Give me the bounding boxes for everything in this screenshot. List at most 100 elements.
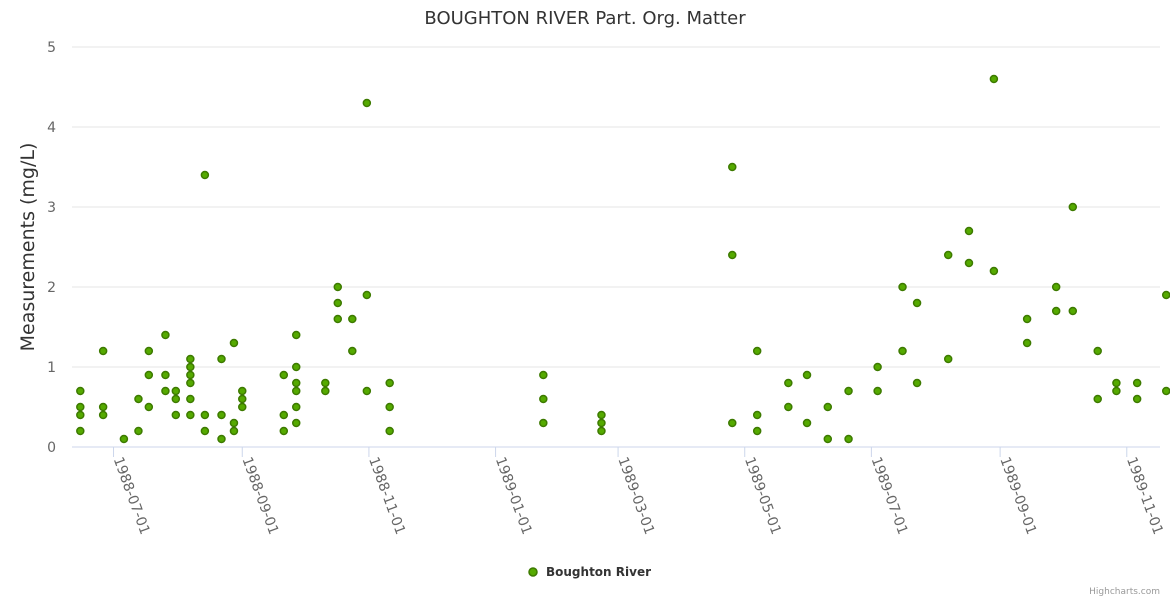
data-point[interactable] <box>291 362 301 372</box>
data-point[interactable] <box>802 370 812 380</box>
data-point[interactable] <box>385 378 394 388</box>
data-point[interactable] <box>898 282 907 292</box>
data-point[interactable] <box>597 418 606 428</box>
data-point[interactable] <box>333 298 343 308</box>
data-point[interactable] <box>1093 394 1102 404</box>
data-point[interactable] <box>844 386 853 396</box>
data-point[interactable] <box>76 426 85 436</box>
data-point[interactable] <box>1051 306 1061 316</box>
data-point[interactable] <box>144 402 154 412</box>
data-point[interactable] <box>752 410 762 420</box>
data-point[interactable] <box>291 402 301 412</box>
data-point[interactable] <box>912 378 922 388</box>
data-point[interactable] <box>597 410 606 420</box>
legend-marker[interactable] <box>528 567 538 577</box>
data-point[interactable] <box>728 250 737 260</box>
data-point[interactable] <box>964 258 974 268</box>
data-point[interactable] <box>1161 290 1170 300</box>
data-point[interactable] <box>186 394 195 404</box>
data-point[interactable] <box>823 402 833 412</box>
data-point[interactable] <box>200 170 210 180</box>
data-point[interactable] <box>597 426 606 436</box>
data-point[interactable] <box>144 346 154 356</box>
data-point[interactable] <box>291 330 301 340</box>
data-point[interactable] <box>134 394 143 404</box>
data-point[interactable] <box>362 98 372 108</box>
data-point[interactable] <box>898 346 907 356</box>
legend-label[interactable]: Boughton River <box>546 565 651 579</box>
data-point[interactable] <box>171 386 181 396</box>
data-point[interactable] <box>348 346 357 356</box>
data-point[interactable] <box>161 386 170 396</box>
data-point[interactable] <box>76 386 85 396</box>
data-point[interactable] <box>362 386 372 396</box>
data-point[interactable] <box>217 434 226 444</box>
data-point[interactable] <box>1093 346 1102 356</box>
data-point[interactable] <box>1022 314 1032 324</box>
data-point[interactable] <box>539 394 548 404</box>
data-point[interactable] <box>217 410 226 420</box>
data-point[interactable] <box>76 410 85 420</box>
data-point[interactable] <box>98 402 108 412</box>
data-point[interactable] <box>238 402 247 412</box>
data-point[interactable] <box>229 338 239 348</box>
data-point[interactable] <box>186 362 195 372</box>
data-point[interactable] <box>333 282 343 292</box>
data-point[interactable] <box>385 426 394 436</box>
data-point[interactable] <box>1161 386 1170 396</box>
data-point[interactable] <box>912 298 922 308</box>
credits-link[interactable]: Highcharts.com <box>1089 587 1160 597</box>
data-point[interactable] <box>1112 386 1121 396</box>
data-point[interactable] <box>200 426 210 436</box>
data-point[interactable] <box>144 370 154 380</box>
data-point[interactable] <box>784 402 793 412</box>
data-point[interactable] <box>943 250 953 260</box>
legend[interactable]: Boughton River <box>528 565 651 579</box>
data-point[interactable] <box>1068 306 1078 316</box>
data-point[interactable] <box>823 434 833 444</box>
data-point[interactable] <box>943 354 953 364</box>
data-point[interactable] <box>238 386 247 396</box>
data-point[interactable] <box>217 354 226 364</box>
data-point[interactable] <box>752 346 762 356</box>
data-point[interactable] <box>539 370 548 380</box>
data-point[interactable] <box>752 426 762 436</box>
data-point[interactable] <box>1068 202 1078 212</box>
data-point[interactable] <box>229 426 239 436</box>
data-point[interactable] <box>119 434 129 444</box>
data-point[interactable] <box>279 426 289 436</box>
data-point[interactable] <box>161 330 170 340</box>
data-point[interactable] <box>1132 378 1142 388</box>
data-point[interactable] <box>171 410 181 420</box>
data-point[interactable] <box>362 290 372 300</box>
data-point[interactable] <box>1022 338 1032 348</box>
data-point[interactable] <box>200 410 210 420</box>
data-point[interactable] <box>171 394 181 404</box>
data-point[interactable] <box>279 410 289 420</box>
data-point[interactable] <box>321 378 330 388</box>
data-point[interactable] <box>728 418 737 428</box>
data-point[interactable] <box>98 410 108 420</box>
data-point[interactable] <box>989 266 999 276</box>
data-point[interactable] <box>186 378 195 388</box>
data-point[interactable] <box>348 314 357 324</box>
data-point[interactable] <box>964 226 974 236</box>
data-point[interactable] <box>161 370 170 380</box>
data-point[interactable] <box>186 410 195 420</box>
data-point[interactable] <box>539 418 548 428</box>
data-point[interactable] <box>873 362 882 372</box>
data-point[interactable] <box>229 418 239 428</box>
data-point[interactable] <box>279 370 289 380</box>
data-point[interactable] <box>291 418 301 428</box>
data-point[interactable] <box>238 394 247 404</box>
data-point[interactable] <box>728 162 737 172</box>
data-point[interactable] <box>291 378 301 388</box>
data-point[interactable] <box>291 386 301 396</box>
data-point[interactable] <box>76 402 85 412</box>
data-point[interactable] <box>844 434 853 444</box>
data-point[interactable] <box>873 386 882 396</box>
data-point[interactable] <box>333 314 343 324</box>
data-point[interactable] <box>1132 394 1142 404</box>
data-point[interactable] <box>98 346 108 356</box>
data-point[interactable] <box>802 418 812 428</box>
